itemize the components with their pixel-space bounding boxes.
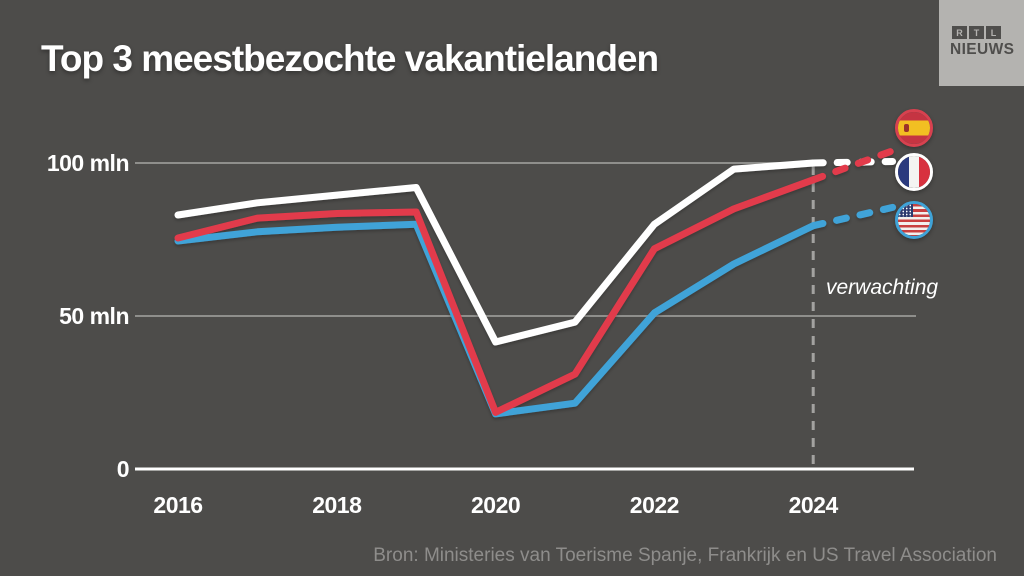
x-tick-label: 2020 bbox=[471, 492, 521, 518]
x-tick-label: 2018 bbox=[312, 492, 362, 518]
usa-flag-stripes bbox=[898, 204, 930, 236]
gridlines bbox=[135, 162, 916, 471]
rtl-logo-letter-r: R bbox=[952, 26, 967, 39]
rtl-logo-letter-t: T bbox=[969, 26, 984, 39]
rtl-logo-letter-l: L bbox=[986, 26, 1001, 39]
data-lines bbox=[174, 147, 897, 418]
x-tick-label: 2016 bbox=[153, 492, 203, 518]
spain-flag-icon bbox=[895, 109, 933, 147]
usa-flag-stars bbox=[898, 204, 913, 217]
spain-coat-of-arms bbox=[904, 124, 909, 132]
y-tick-label: 50 mln bbox=[59, 303, 129, 329]
france-flag-icon bbox=[895, 153, 933, 191]
forecast-annotation: verwachting bbox=[826, 276, 939, 299]
usa-flag-icon bbox=[895, 201, 933, 239]
rtl-logo-squares: R T L bbox=[952, 26, 1001, 39]
y-tick-label: 0 bbox=[116, 456, 130, 482]
source-credit: Bron: Ministeries van Toerisme Spanje, F… bbox=[373, 545, 997, 566]
france-flag-stripes bbox=[898, 156, 930, 188]
rtl-nieuws-logo: R T L NIEUWS bbox=[939, 0, 1024, 86]
rtl-logo-nieuws-label: NIEUWS bbox=[950, 41, 1015, 58]
x-tick-label: 2024 bbox=[788, 492, 839, 518]
y-tick-label: 100 mln bbox=[46, 150, 130, 176]
page-title: Top 3 meestbezochte vakantielanden bbox=[41, 38, 659, 79]
spain-flag-stripes bbox=[898, 112, 930, 144]
x-tick-label: 2022 bbox=[629, 492, 680, 518]
